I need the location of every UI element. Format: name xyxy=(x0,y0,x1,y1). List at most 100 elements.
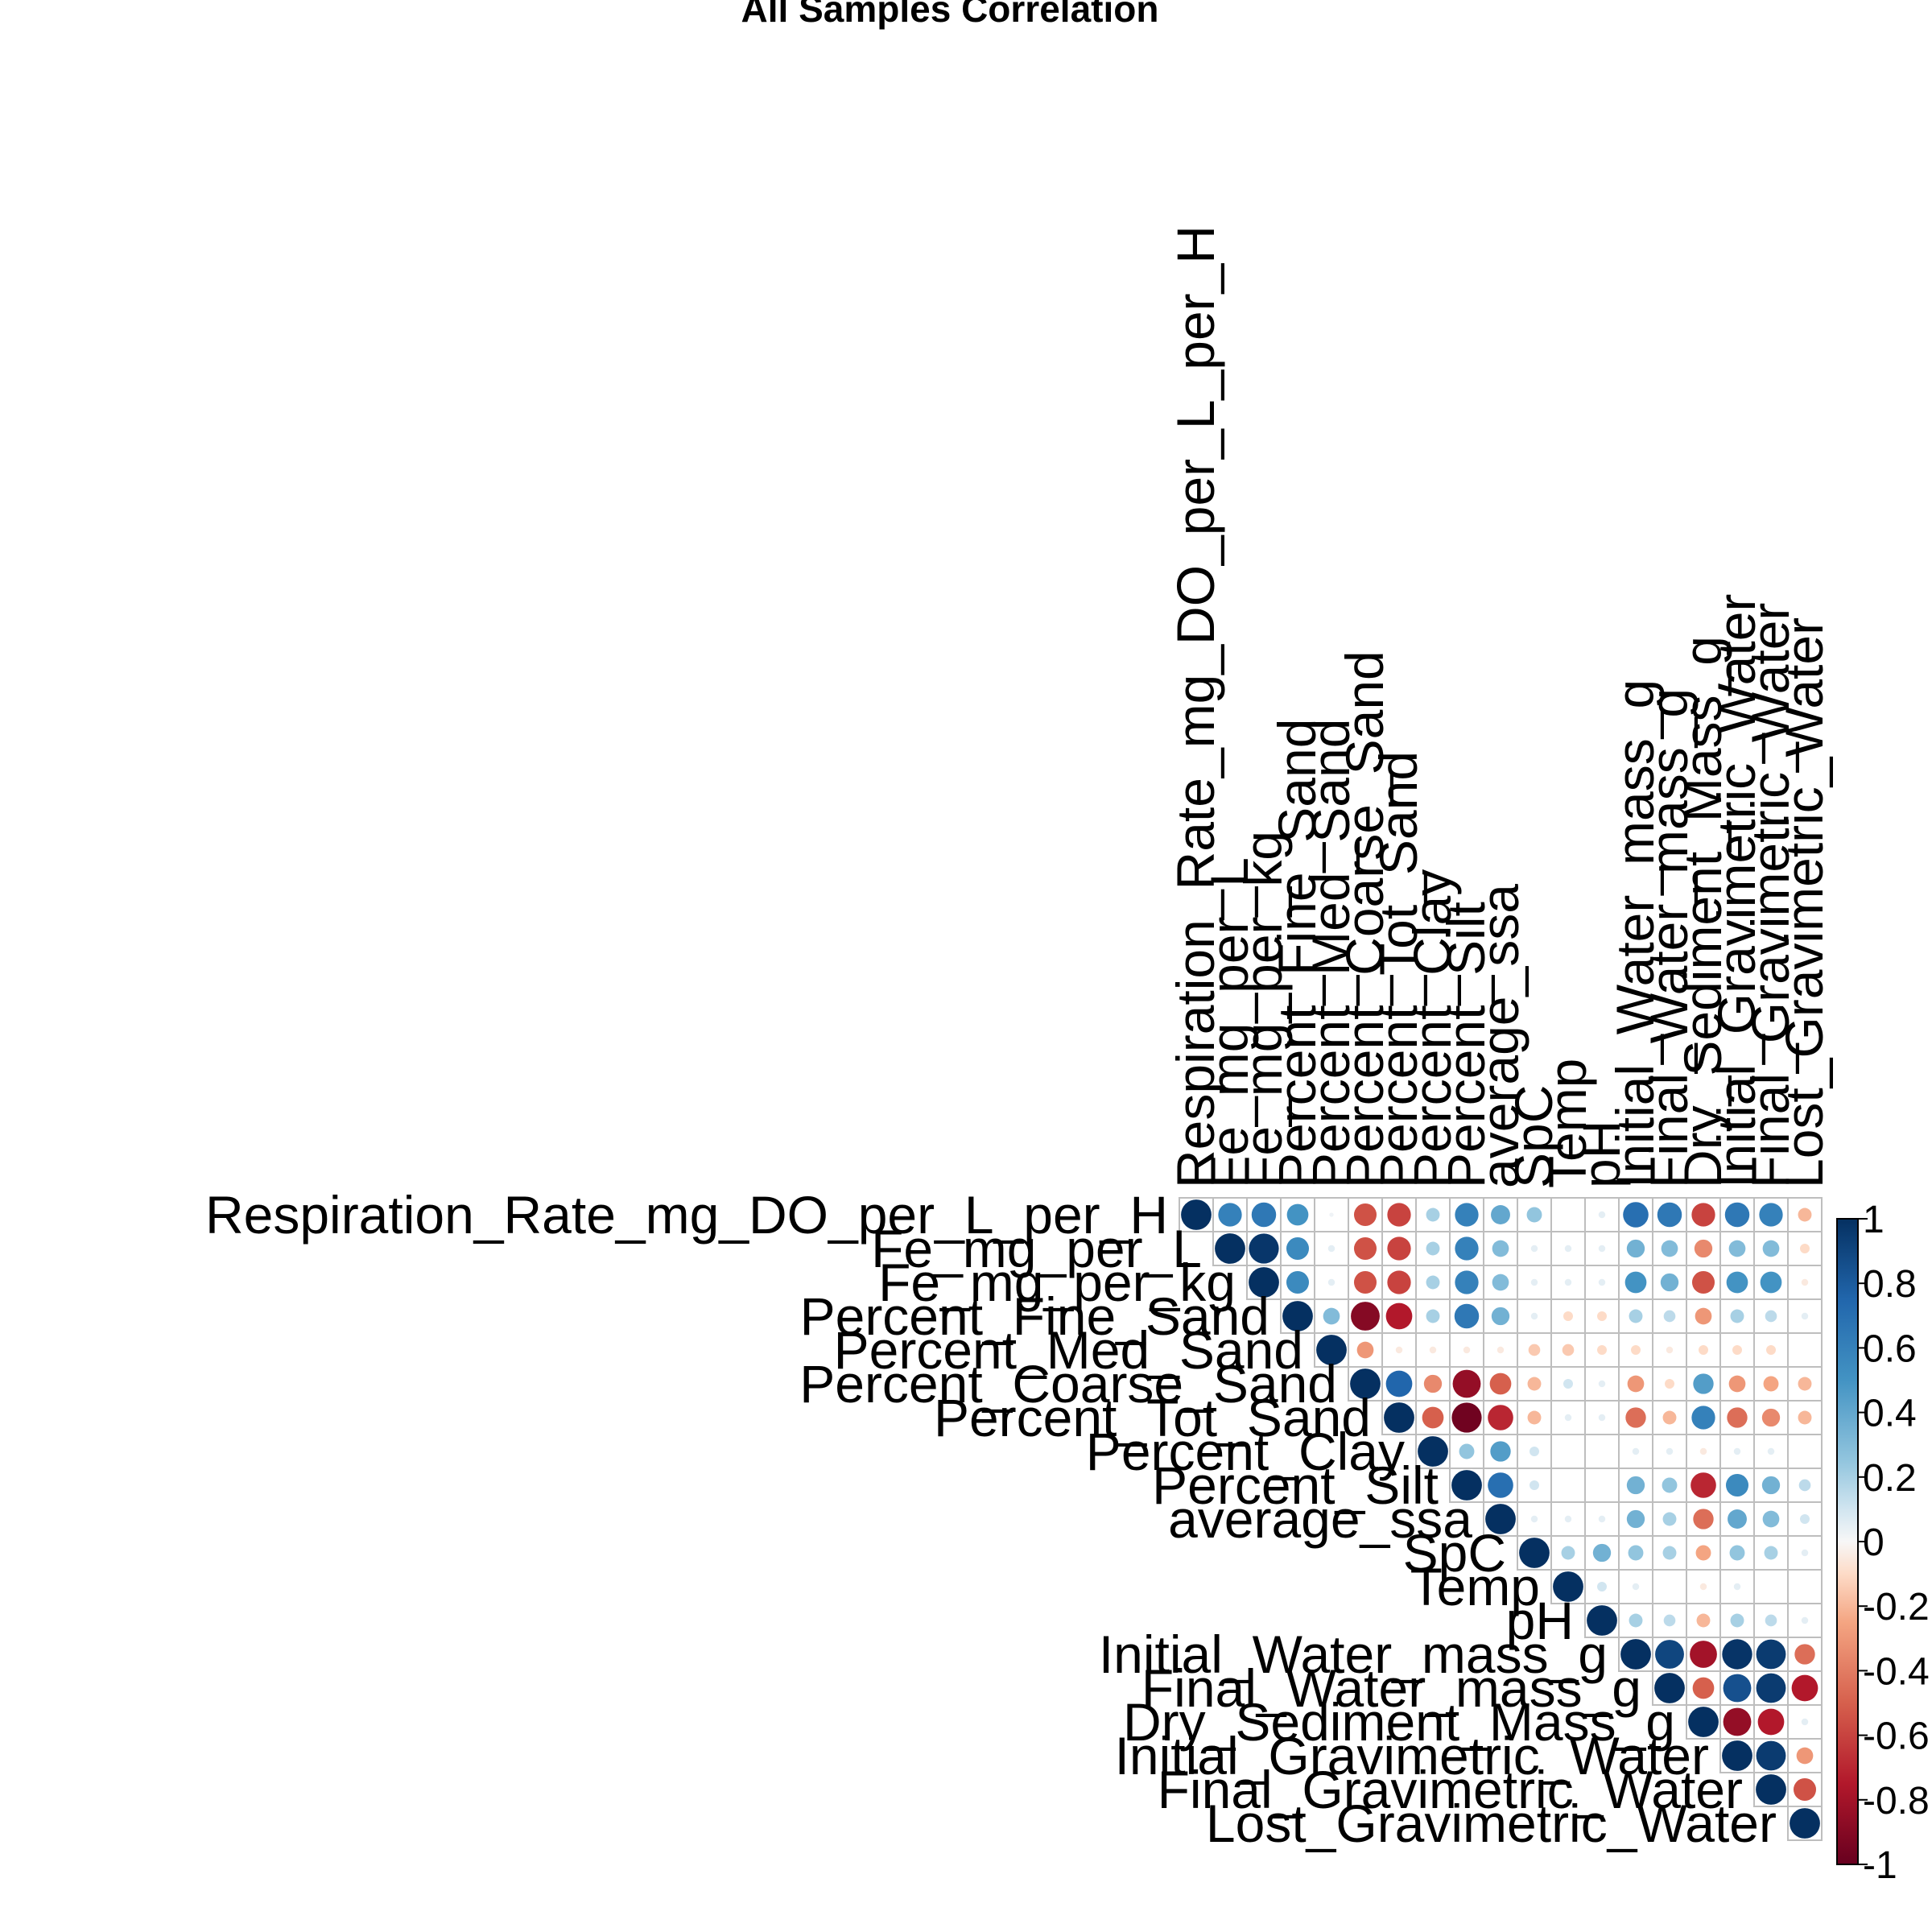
corr-point xyxy=(1760,1271,1782,1294)
corr-point xyxy=(1690,1472,1716,1498)
corr-point xyxy=(1798,1410,1812,1425)
corr-point xyxy=(1451,1470,1482,1501)
colorbar-tick-label: 1 xyxy=(1863,1199,1885,1241)
corr-point xyxy=(1395,1346,1403,1354)
grid-cell xyxy=(1550,1434,1586,1469)
corr-point xyxy=(1722,1639,1752,1670)
corr-point xyxy=(1757,1708,1785,1736)
corr-point xyxy=(1794,1644,1815,1665)
corr-point xyxy=(1629,1613,1643,1628)
corr-point xyxy=(1452,1369,1481,1398)
corr-point xyxy=(1455,1270,1479,1294)
corr-point xyxy=(1286,1270,1310,1294)
corr-point xyxy=(1694,1239,1713,1258)
corr-point xyxy=(1327,1278,1335,1286)
corr-point xyxy=(1491,1205,1510,1224)
row-label: Initial_Gravimetric_Water xyxy=(1115,1726,1709,1785)
corr-point xyxy=(1629,1309,1643,1323)
corr-point xyxy=(1463,1346,1471,1354)
corr-point xyxy=(1728,1240,1746,1257)
corr-point xyxy=(1353,1270,1377,1294)
grid-cell xyxy=(1787,1434,1823,1469)
corr-point xyxy=(1387,1203,1411,1227)
corr-point xyxy=(1587,1605,1617,1636)
grid-cell xyxy=(1787,1603,1823,1638)
corr-point xyxy=(1761,1476,1781,1495)
corr-point xyxy=(1327,1245,1335,1253)
corr-point xyxy=(1790,1808,1820,1839)
corr-point xyxy=(1353,1203,1377,1227)
corr-point xyxy=(1759,1203,1783,1227)
row-label: Percent_Med_Sand xyxy=(834,1320,1303,1380)
corr-point xyxy=(1527,1410,1542,1425)
corr-point xyxy=(1426,1208,1440,1222)
corr-point xyxy=(1796,1747,1814,1765)
corr-point xyxy=(1426,1241,1440,1256)
corr-point xyxy=(1598,1380,1606,1388)
corr-point xyxy=(1316,1335,1347,1365)
corr-point xyxy=(1729,1545,1745,1561)
corr-point xyxy=(1597,1582,1607,1591)
corr-point xyxy=(1756,1740,1786,1771)
row-label: Percent_Fine_Sand xyxy=(800,1286,1269,1346)
corr-point xyxy=(1657,1202,1682,1228)
grid-cell xyxy=(1517,1332,1552,1368)
corr-point xyxy=(1801,1718,1809,1726)
corr-point xyxy=(1801,1616,1809,1624)
corr-point xyxy=(1730,1613,1744,1628)
corr-point xyxy=(1666,1346,1674,1354)
corr-point xyxy=(1765,1310,1777,1323)
corr-point xyxy=(1598,1278,1606,1286)
corr-point xyxy=(1726,1271,1748,1294)
col-label: Percent_Coarse_Sand xyxy=(1335,650,1394,1188)
corr-point xyxy=(1492,1274,1509,1291)
corr-point xyxy=(1490,1441,1511,1462)
corr-point xyxy=(1723,1707,1752,1736)
corr-point xyxy=(1662,1410,1677,1425)
corr-point xyxy=(1251,1202,1277,1228)
colorbar-tick-label: 0.4 xyxy=(1863,1393,1917,1435)
corr-point xyxy=(1530,1245,1538,1253)
row-label: Percent_Tot_Sand xyxy=(934,1388,1371,1447)
row-label: Fe_mg_per_kg xyxy=(878,1253,1236,1312)
col-label: Percent_Tot_Sand xyxy=(1368,751,1428,1188)
corr-point xyxy=(1624,1271,1647,1294)
corr-point xyxy=(1181,1199,1212,1230)
corr-point xyxy=(1488,1405,1513,1430)
col-label: Dry_Sediment_Mass_g xyxy=(1673,636,1732,1188)
col-label: Respiration_Rate_mg_DO_per_L_per_H xyxy=(1166,225,1225,1188)
corr-point xyxy=(1663,1310,1676,1323)
corr-point xyxy=(1530,1447,1539,1456)
col-label: Percent_Fine_Sand xyxy=(1267,719,1327,1188)
corr-point xyxy=(1491,1307,1510,1326)
corr-point xyxy=(1699,1345,1708,1355)
col-label-layer: Respiration_Rate_mg_DO_per_L_per_HFe_mg_… xyxy=(1166,225,1834,1188)
corr-point xyxy=(1801,1278,1809,1286)
corr-point xyxy=(1798,1479,1811,1492)
corr-point xyxy=(1724,1202,1750,1228)
corr-point xyxy=(1662,1512,1677,1526)
corr-point xyxy=(1661,1240,1678,1257)
corr-point xyxy=(1455,1203,1479,1227)
corr-point xyxy=(1351,1302,1380,1331)
row-label: Initial_Water_mass_g xyxy=(1099,1624,1608,1684)
grid-cell xyxy=(1584,1468,1620,1503)
corr-point xyxy=(1563,1311,1573,1321)
corr-point xyxy=(1418,1436,1448,1467)
corr-point xyxy=(1695,1545,1711,1561)
corr-point xyxy=(1732,1345,1742,1355)
corr-point xyxy=(1323,1307,1340,1325)
corr-point xyxy=(1690,1641,1717,1668)
corr-point xyxy=(1696,1613,1711,1628)
row-label: Percent_Silt xyxy=(1152,1455,1439,1515)
corr-point xyxy=(1693,1509,1714,1530)
corr-point xyxy=(1665,1379,1674,1389)
corr-point xyxy=(1662,1546,1677,1560)
corr-point xyxy=(1553,1571,1583,1602)
corr-point xyxy=(1692,1677,1715,1699)
grid-cell xyxy=(1550,1197,1586,1232)
corr-point xyxy=(1666,1447,1674,1455)
colorbar-tick-label: -0.6 xyxy=(1863,1715,1930,1758)
corr-point xyxy=(1620,1639,1651,1670)
grid-cell xyxy=(1550,1468,1586,1503)
